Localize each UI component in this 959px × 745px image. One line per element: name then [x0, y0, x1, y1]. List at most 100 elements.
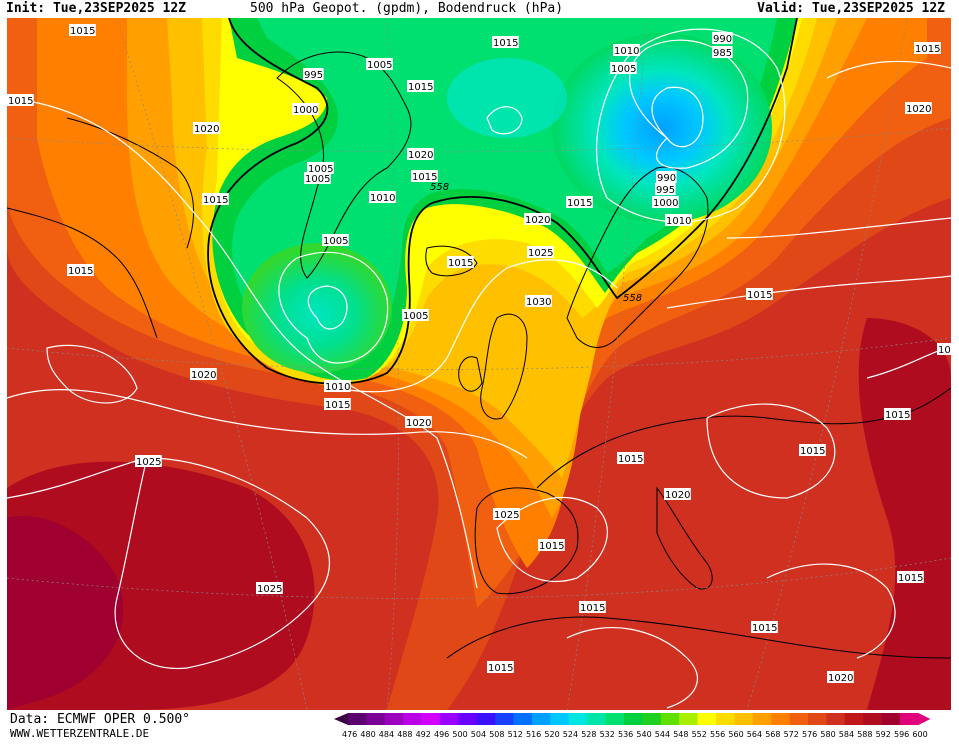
isobar-label-text: 1015	[493, 38, 518, 49]
northern-low-center	[552, 33, 772, 223]
isobar-labels: 1015 1015 995 1005 1015 1010 990 985 1005 1015 100…	[7, 24, 951, 684]
legend-value: 492	[416, 730, 431, 739]
isobar-label: 1010	[665, 214, 692, 227]
isobar-label-box	[324, 380, 351, 392]
legend-swatch	[660, 713, 680, 725]
isobar-label-text: 1000	[293, 105, 318, 116]
isobar-label-text: 1015	[885, 410, 910, 421]
contour-558-labels: 558 558	[430, 182, 642, 304]
isobar-label-box	[487, 661, 514, 673]
isobar-label: 1025	[527, 246, 554, 259]
isobar-label-text: 1015	[580, 603, 605, 614]
isobar-label-text: 102	[938, 345, 951, 356]
isobar-label: 1020	[405, 416, 432, 429]
legend-value: 496	[434, 730, 449, 739]
isobar-label-box	[914, 42, 941, 54]
isobar-label-box	[67, 264, 94, 276]
isobar-label-box	[324, 398, 351, 410]
isobar-label-box	[303, 68, 324, 80]
isobar-label-text: 1015	[567, 198, 592, 209]
isobar-label-box	[202, 193, 229, 205]
isobar-label-box	[292, 103, 319, 115]
isobar-label: 1015	[411, 170, 438, 183]
isobar-label-text: 985	[713, 48, 732, 59]
isobar-label-text: 1015	[325, 400, 350, 411]
legend-swatch	[697, 713, 717, 725]
isobar-label-text: 1015	[68, 266, 93, 277]
isobar-label: 1000	[652, 196, 679, 209]
isobar-label: 1015	[799, 444, 826, 457]
legend-value: 528	[581, 730, 596, 739]
legend-swatch	[495, 713, 514, 725]
isobar-label-text: 1005	[367, 60, 392, 71]
weather-map: 1015 1015 995 1005 1015 1010 990 985 1005 1015 100…	[7, 18, 951, 710]
isobar-label-box	[751, 621, 778, 633]
isobar-label-box	[827, 671, 854, 683]
legend-swatch	[771, 713, 790, 725]
isobar-label: 1025	[135, 455, 162, 468]
legend-value: 512	[508, 730, 523, 739]
isobar-label-box	[407, 80, 434, 92]
legend-value: 500	[452, 730, 467, 739]
isobar-label-text: 1015	[8, 96, 33, 107]
isobar-label-box	[525, 295, 552, 307]
contour-558-label: 558	[623, 293, 642, 304]
legend-swatch	[679, 713, 698, 725]
isobar-label: 1005	[402, 309, 429, 322]
isobar-label: 1015	[67, 264, 94, 277]
legend-swatch	[624, 713, 643, 725]
isobar-label-box	[937, 343, 951, 355]
isobar-label: 1015	[487, 661, 514, 674]
legend-swatch	[421, 713, 441, 725]
isobar-label-text: 1025	[528, 248, 553, 259]
legend-swatch	[642, 713, 662, 725]
legend-value: 476	[342, 730, 357, 739]
isobar-label: 1020	[827, 671, 854, 684]
isobar-label-box	[527, 246, 554, 258]
legend-value: 508	[489, 730, 504, 739]
legend-value: 576	[802, 730, 817, 739]
legend-value: 548	[673, 730, 688, 739]
isobar-label-text: 1015	[747, 290, 772, 301]
contour-558-line	[207, 18, 798, 385]
legend-value: 480	[360, 730, 375, 739]
isobar-label-box	[524, 213, 551, 225]
legend-swatch	[532, 713, 551, 725]
legend-swatch	[366, 713, 386, 725]
legend-swatch	[844, 713, 864, 725]
isobar-label-box	[190, 368, 217, 380]
data-source-label: Data: ECMWF OPER 0.500°	[10, 712, 191, 727]
legend-swatch	[605, 713, 625, 725]
isobar-label-box	[664, 488, 691, 500]
isobar-label-box	[905, 102, 932, 114]
isobar-label-text: 1015	[70, 26, 95, 37]
legend-swatch	[476, 713, 496, 725]
legend-swatches	[334, 713, 931, 725]
legend-min-arrow	[334, 713, 348, 725]
isobar-label: 1020	[664, 488, 691, 501]
isobar-label-box	[493, 508, 520, 520]
isobar-label-box	[193, 122, 220, 134]
isobar-label: 990	[712, 32, 733, 45]
isobar-label-box	[613, 44, 640, 56]
isobar-label: 1015	[746, 288, 773, 301]
legend-value: 588	[857, 730, 872, 739]
isobar-label: 1020	[407, 148, 434, 161]
legend-swatch	[348, 713, 367, 725]
isobar-label-text: 1025	[257, 584, 282, 595]
legend-value: 484	[379, 730, 394, 739]
isobar-label: 1015	[492, 36, 519, 49]
isobar-label-text: 1015	[448, 258, 473, 269]
legend-value: 564	[747, 730, 762, 739]
isobar-label-text: 1020	[665, 490, 690, 501]
isobar-label-box	[799, 444, 826, 456]
isobar-label: 1015	[751, 621, 778, 634]
isobar-label: 985	[712, 46, 733, 59]
legend-values: 476 480 484 488 492 496 500 504 508 512 516 520 524 5…	[342, 730, 928, 739]
isobar-label-box	[447, 256, 474, 268]
website-label: WWW.WETTERZENTRALE.DE	[10, 727, 150, 740]
isobar-label: 1020	[190, 368, 217, 381]
legend-value: 516	[526, 730, 541, 739]
isobar-label-box	[652, 196, 679, 208]
legend-swatch	[734, 713, 754, 725]
